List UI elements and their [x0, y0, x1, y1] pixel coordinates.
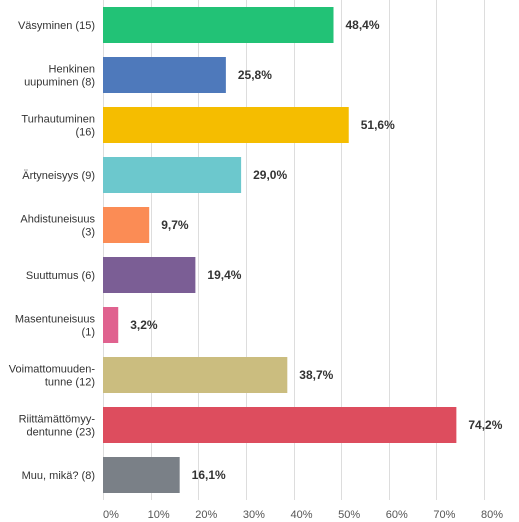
category-label: Väsyminen (15) — [18, 20, 95, 32]
x-tick-label: 40% — [290, 509, 312, 521]
value-label: 74,2% — [468, 418, 502, 432]
bar — [103, 257, 196, 293]
bar — [103, 207, 150, 243]
x-tick-label: 70% — [433, 509, 455, 521]
category-label: Voimattomuuden-tunne (12) — [9, 364, 96, 389]
value-label: 25,8% — [238, 68, 272, 82]
category-label: Riittämättömyy-dentunne (23) — [19, 414, 96, 439]
category-labels: Väsyminen (15) Henkinen uupuminen (8) Turha… — [9, 20, 96, 482]
category-label: Henkinen uupuminen (8) — [24, 64, 95, 89]
x-tick-label: 0% — [103, 509, 119, 521]
x-tick-label: 20% — [195, 509, 217, 521]
value-label: 29,0% — [253, 168, 287, 182]
value-label: 9,7% — [161, 218, 189, 232]
x-tick-label: 50% — [338, 509, 360, 521]
category-label: Muu, mikä? (8) — [22, 470, 95, 482]
bar — [103, 107, 349, 143]
x-tick-label: 80% — [481, 509, 503, 521]
category-label: Suuttumus (6) — [26, 270, 95, 282]
bar — [103, 457, 180, 493]
category-label: Masentuneisuus (1) — [15, 314, 96, 339]
x-axis-ticks: 0% 10% 20% 30% 40% 50% 60% 70% 80% — [103, 509, 503, 521]
x-tick-label: 30% — [243, 509, 265, 521]
bar — [103, 357, 288, 393]
bar — [103, 157, 242, 193]
bar — [103, 307, 119, 343]
category-label: Turhautuminen (16) — [21, 114, 95, 139]
value-labels: 48,4% 25,8% 51,6% 29,0% 9,7% 19,4% 3,2% 38,7% 74… — [130, 18, 502, 482]
x-tick-label: 10% — [148, 509, 170, 521]
value-label: 48,4% — [346, 18, 380, 32]
value-label: 19,4% — [207, 268, 241, 282]
bar — [103, 407, 457, 443]
x-tick-label: 60% — [386, 509, 408, 521]
bars — [103, 7, 457, 493]
value-label: 3,2% — [130, 318, 158, 332]
value-label: 16,1% — [192, 468, 226, 482]
bar — [103, 7, 334, 43]
value-label: 51,6% — [361, 118, 395, 132]
value-label: 38,7% — [299, 368, 333, 382]
category-label: Ahdistuneisuus (3) — [20, 214, 95, 239]
category-label: Ärtyneisyys (9) — [22, 170, 95, 182]
bar — [103, 57, 226, 93]
